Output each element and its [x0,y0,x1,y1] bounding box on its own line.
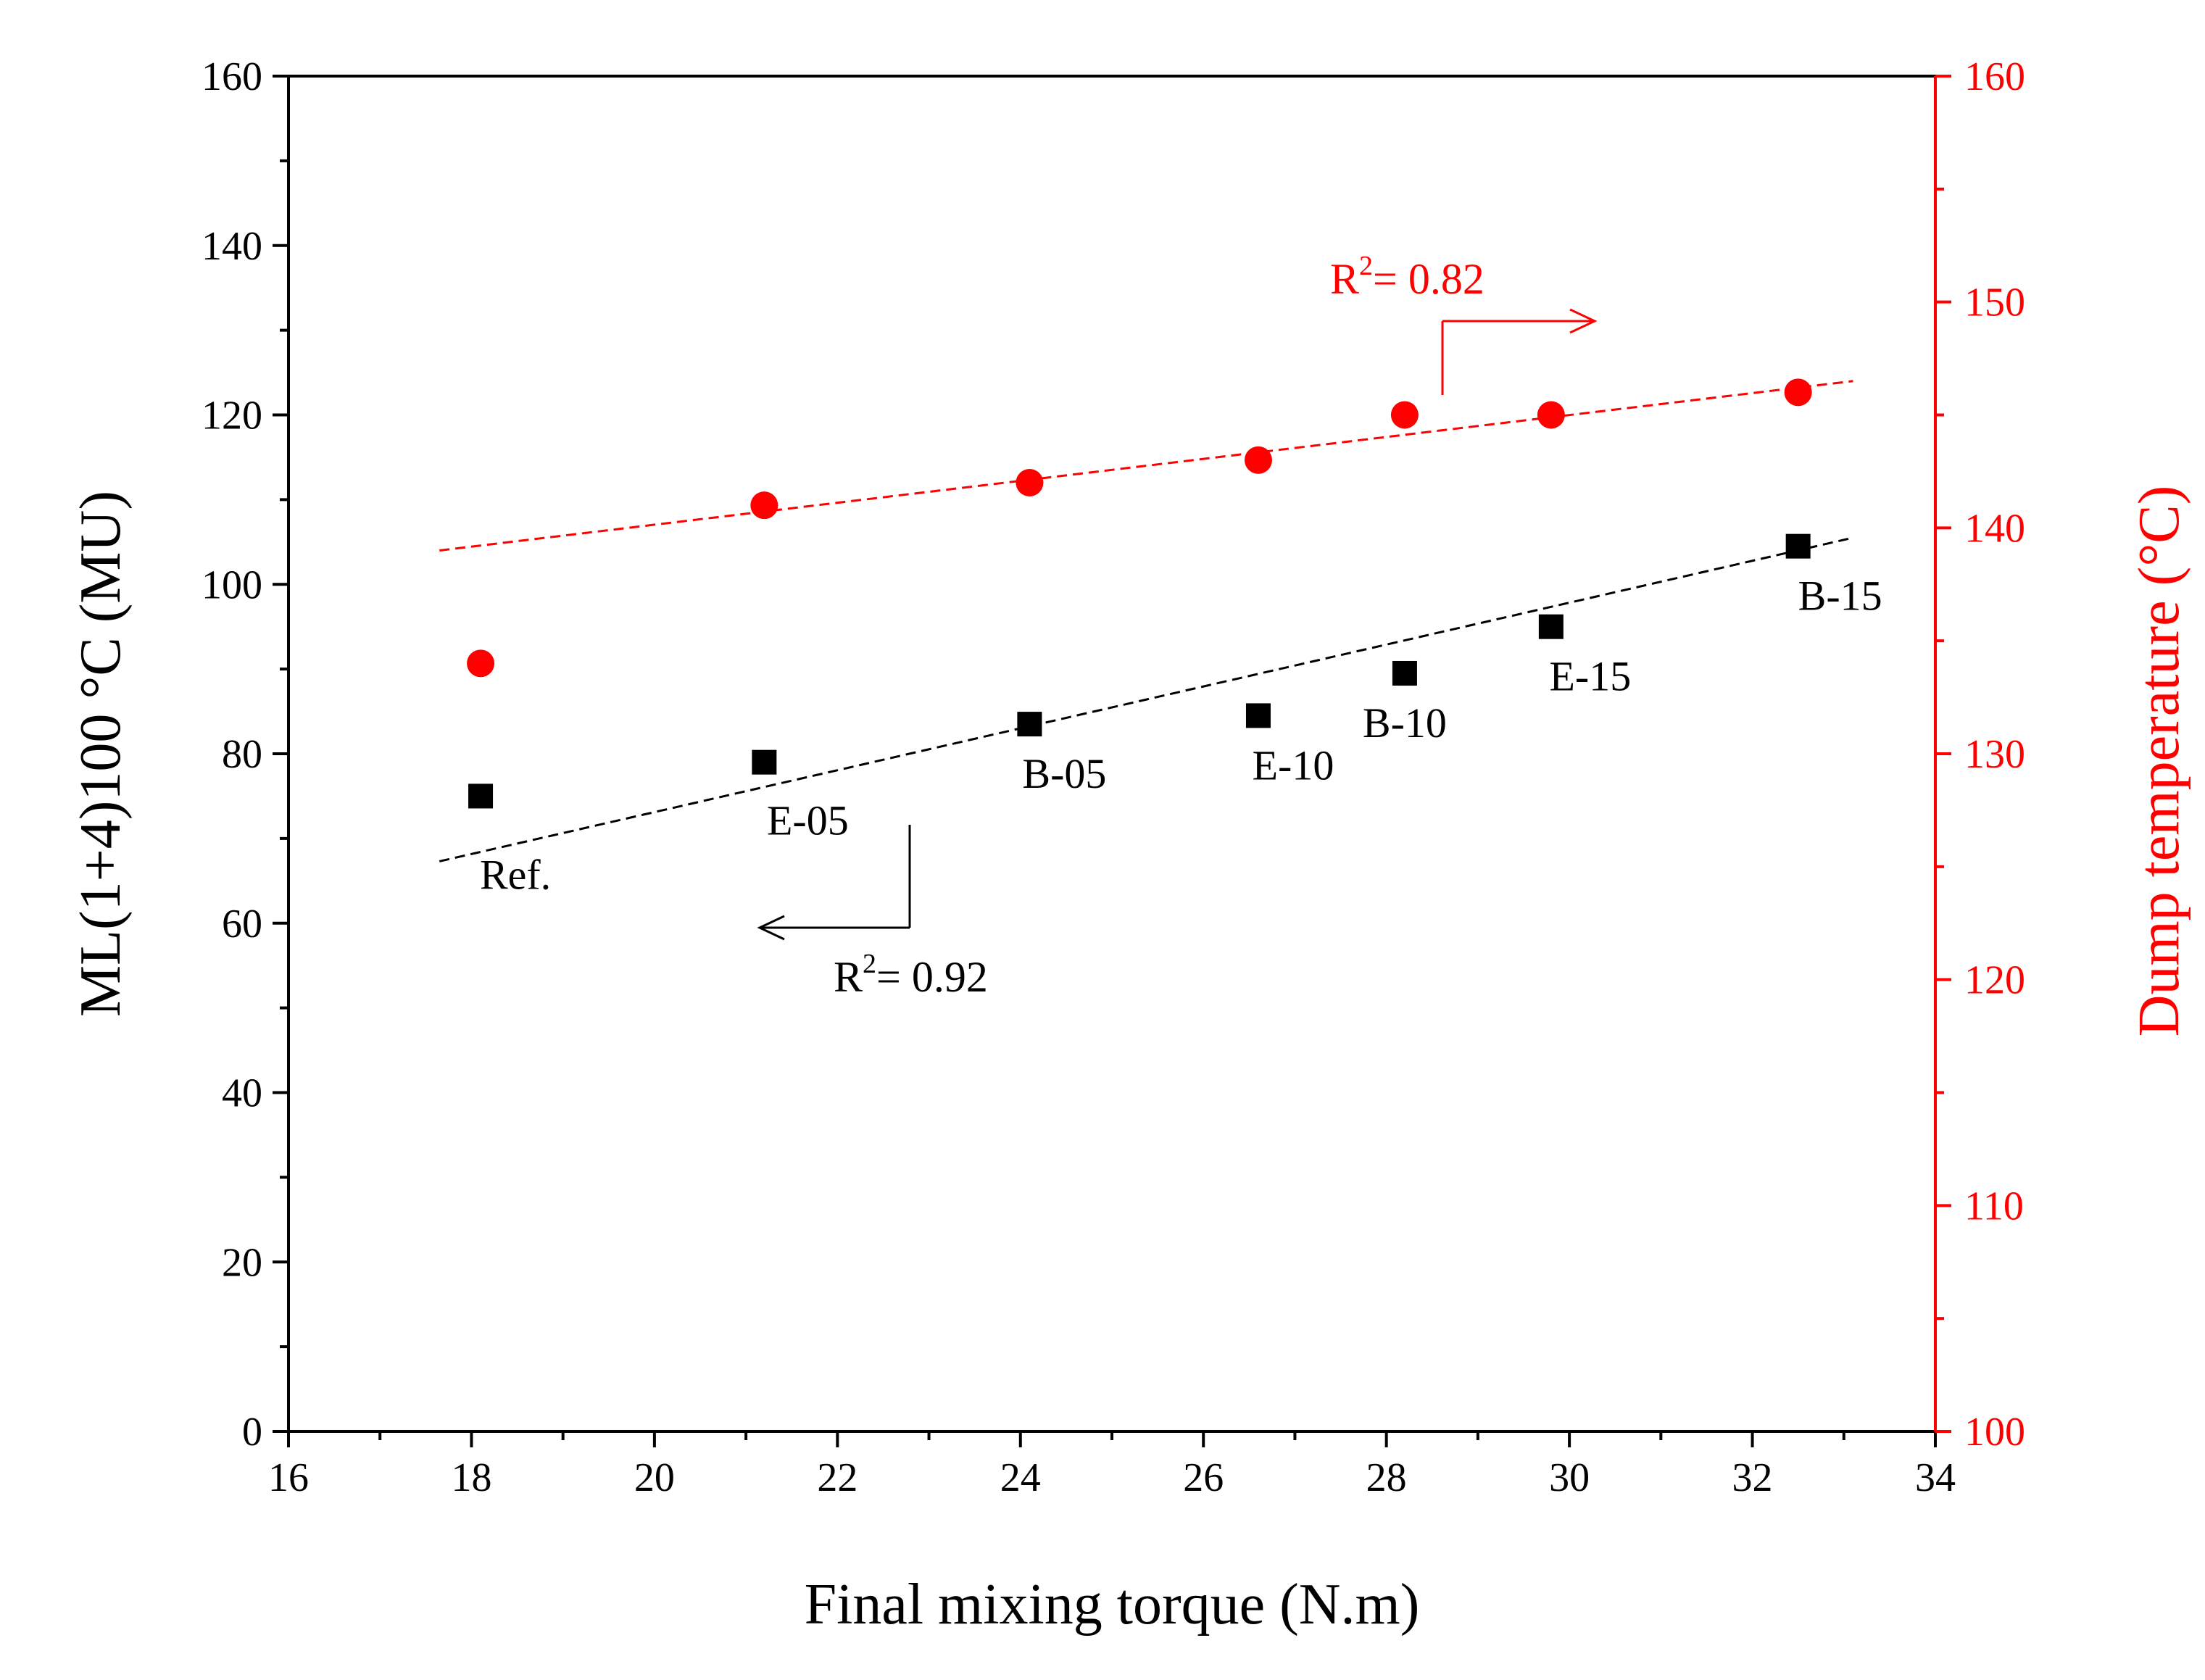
x-tick-label: 16 [268,1455,309,1500]
black-r2-value: = 0.92 [876,953,988,1001]
black-square-marker [752,749,777,775]
y2-tick-label: 130 [1964,732,2025,777]
x-tick-label: 26 [1183,1455,1224,1500]
red-circle-marker [1244,446,1272,474]
red-r2-arrowhead [1569,308,1598,334]
red-circle-marker [1016,469,1044,496]
black-square-marker [1392,660,1417,686]
y2-tick-label: 150 [1964,280,2025,325]
y2-tick-label: 160 [1964,54,2025,99]
y2-tick-label: 140 [1964,506,2025,551]
black-square-marker [1785,533,1811,559]
y-tick-label: 100 [202,562,262,607]
x-tick-label: 18 [451,1455,491,1500]
black-r2-letter: R [834,953,863,1001]
y2-tick-label: 100 [1964,1410,2025,1455]
red-r2-annotation: R2= 0.82 [1330,251,1598,395]
x-tick-label: 32 [1732,1455,1773,1500]
red-r2-value: = 0.82 [1373,255,1484,303]
black-fit-line [439,536,1853,862]
black-r2-annotation: R2= 0.92 [757,825,988,1001]
y-tick-label: 160 [202,54,262,99]
point-label: B-15 [1798,573,1882,620]
black-r2-text: R2= 0.92 [834,949,988,1001]
x-tick-label: 30 [1549,1455,1590,1500]
point-label: E-05 [767,797,849,844]
x-tick-label: 20 [634,1455,675,1500]
y2-tick-label: 110 [1964,1184,2024,1228]
x-tick-label: 24 [1000,1455,1041,1500]
x-tick-label: 28 [1366,1455,1407,1500]
y-tick-label: 80 [222,732,262,777]
y-tick-label: 0 [242,1410,262,1455]
y-tick-label: 120 [202,394,262,438]
point-label: Ref. [480,851,551,898]
x-axis-title: Final mixing torque (N.m) [805,1573,1420,1637]
red-circle-marker [1537,401,1565,429]
black-square-marker [1245,703,1271,728]
black-r2-arrowhead [757,915,785,941]
black-r2-superscript: 2 [863,949,876,979]
point-label: E-10 [1253,741,1334,789]
y-axis-title: ML(1+4)100 °C (MU) [69,491,133,1017]
y2-tick-label: 120 [1964,958,2025,1003]
y2-axis-title: Dump temperature (°C) [2127,486,2191,1037]
red-fit-line [439,380,1853,552]
point-label: B-10 [1363,699,1447,747]
red-circle-marker [750,491,778,520]
x-tick-label: 22 [817,1455,858,1500]
x-tick-label: 34 [1915,1455,1956,1500]
red-r2-superscript: 2 [1359,251,1373,281]
red-circle-marker [1390,401,1419,429]
black-square-marker [468,783,494,809]
y-tick-label: 140 [202,224,262,269]
point-label: B-05 [1022,750,1106,797]
y-tick-label: 40 [222,1071,262,1116]
red-circle-marker [467,649,495,678]
black-square-marker [1538,614,1564,639]
black-square-marker [1017,712,1042,737]
point-label: E-15 [1549,653,1631,700]
red-r2-text: R2= 0.82 [1330,251,1484,303]
y-tick-label: 20 [222,1240,262,1285]
red-circle-marker [1784,378,1812,407]
red-r2-letter: R [1330,255,1359,303]
y-tick-label: 60 [222,902,262,947]
